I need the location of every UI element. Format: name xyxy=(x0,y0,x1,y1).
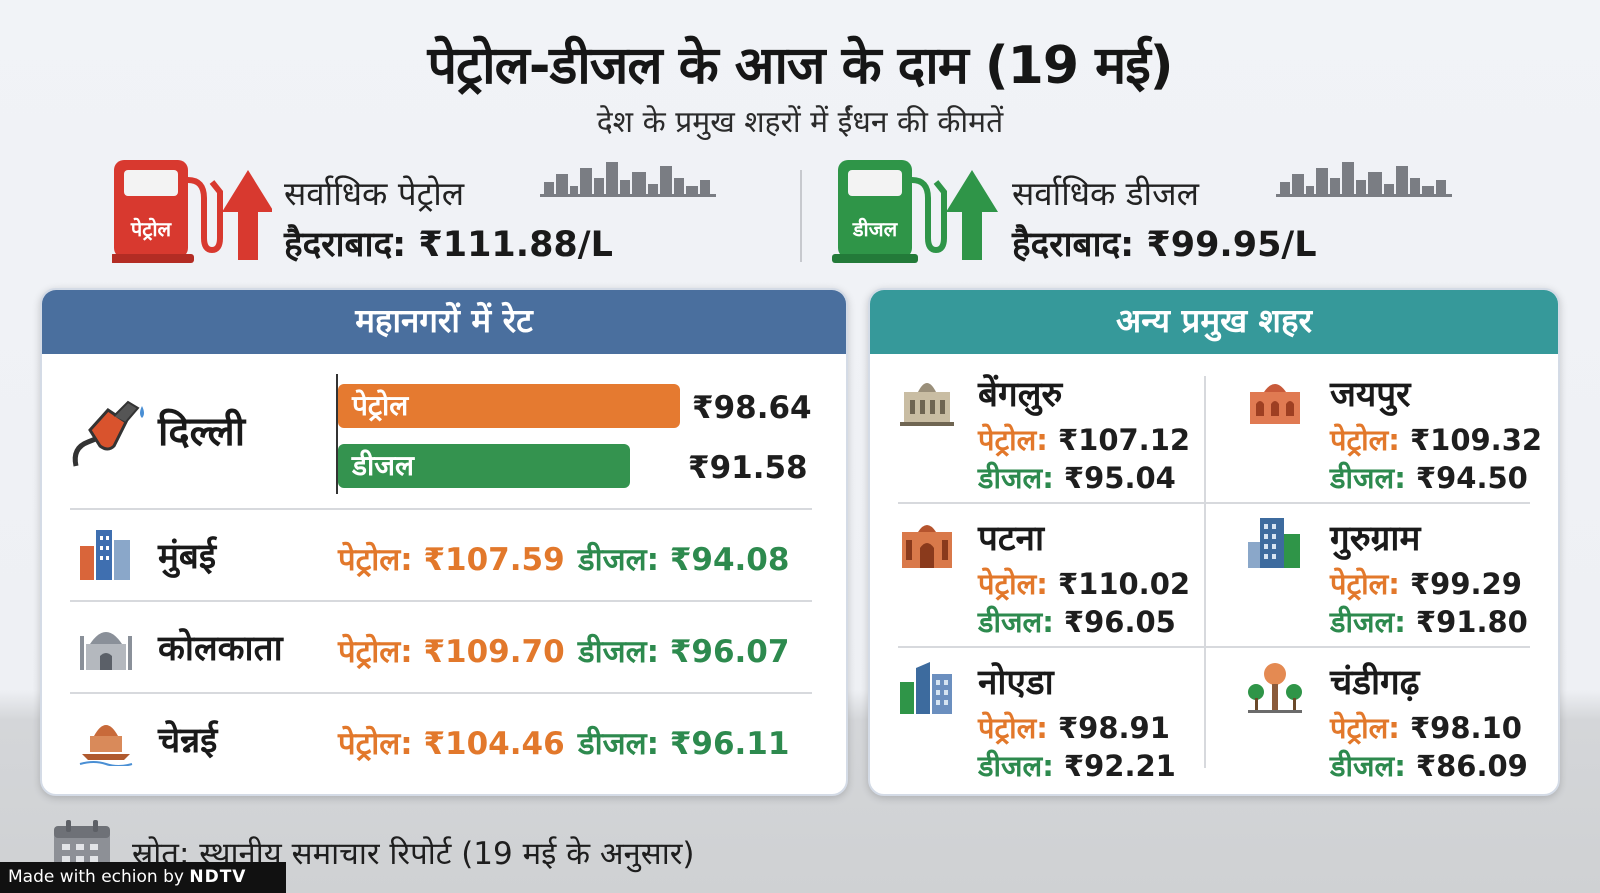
other-cities-heading: अन्य प्रमुख शहर xyxy=(870,290,1558,354)
diesel-pump-icon: डीजल xyxy=(832,160,998,263)
noida-diesel: डीजल: ₹92.21 xyxy=(978,749,1176,783)
highest-petrol-value: हैदराबाद: ₹111.88/L xyxy=(284,225,613,265)
city-chennai: चेन्नई xyxy=(158,721,218,761)
city-delhi: दिल्ली xyxy=(158,409,246,455)
highest-diesel-value: हैदराबाद: ₹99.95/L xyxy=(1012,225,1317,265)
bar-axis xyxy=(336,374,338,494)
bengaluru-diesel: डीजल: ₹95.04 xyxy=(978,461,1176,495)
gurugram-petrol: पेट्रोल: ₹99.29 xyxy=(1330,567,1522,601)
row-divider xyxy=(70,692,812,694)
delhi-diesel-bar: डीजल xyxy=(338,444,630,488)
arrow-up-icon xyxy=(222,170,272,260)
calendar-icon xyxy=(54,820,110,872)
tower-trees-icon xyxy=(1248,663,1302,713)
city-skyline-icon xyxy=(1276,162,1452,197)
bengaluru-petrol: पेट्रोल: ₹107.12 xyxy=(978,423,1191,457)
city-jaipur: जयपुर xyxy=(1330,375,1411,415)
palace-icon xyxy=(900,383,954,426)
city-gurugram: गुरुग्राम xyxy=(1330,519,1421,559)
city-bengaluru: बेंगलुरु xyxy=(978,375,1063,415)
temple-icon xyxy=(79,725,133,766)
gate-icon xyxy=(902,525,952,568)
buildings-icon xyxy=(80,530,130,580)
row-divider xyxy=(70,508,812,510)
noida-petrol: पेट्रोल: ₹98.91 xyxy=(978,711,1170,745)
mumbai-petrol: पेट्रोल: ₹107.59 xyxy=(338,542,565,578)
monument-icon xyxy=(80,632,132,670)
city-noida: नोएडा xyxy=(978,663,1054,703)
delhi-petrol-value: ₹98.64 xyxy=(692,390,812,426)
chennai-diesel: डीजल: ₹96.11 xyxy=(578,726,790,762)
skyscraper-icon xyxy=(900,662,952,714)
chandigarh-petrol: पेट्रोल: ₹98.10 xyxy=(1330,711,1522,745)
other-cities-panel: अन्य प्रमुख शहर xyxy=(868,288,1560,796)
office-tower-icon xyxy=(1248,518,1300,568)
made-with-badge[interactable]: Made with echion by NDTV xyxy=(0,862,286,893)
highlight-divider xyxy=(800,170,802,262)
diesel-pump-label: डीजल xyxy=(852,217,899,241)
kolkata-petrol: पेट्रोल: ₹109.70 xyxy=(338,634,565,670)
page-subtitle: देश के प्रमुख शहरों में ईंधन की कीमतें xyxy=(596,105,1004,140)
patna-petrol: पेट्रोल: ₹110.02 xyxy=(978,567,1191,601)
row-divider xyxy=(898,502,1530,504)
gurugram-diesel: डीजल: ₹91.80 xyxy=(1330,605,1528,639)
petrol-pump-label: पेट्रोल xyxy=(130,217,173,241)
chennai-petrol: पेट्रोल: ₹104.46 xyxy=(338,726,565,762)
row-divider xyxy=(70,600,812,602)
delhi-petrol-bar: पेट्रोल xyxy=(338,384,680,428)
city-chandigarh: चंडीगढ़ xyxy=(1330,663,1420,703)
jaipur-diesel: डीजल: ₹94.50 xyxy=(1330,461,1528,495)
city-kolkata: कोलकाता xyxy=(158,629,283,669)
fort-icon xyxy=(1250,384,1300,424)
page-title: पेट्रोल-डीजल के आज के दाम (19 मई) xyxy=(427,36,1173,96)
city-patna: पटना xyxy=(978,519,1045,559)
row-divider xyxy=(898,646,1530,648)
highest-petrol-label: सर्वाधिक पेट्रोल xyxy=(284,174,465,213)
patna-diesel: डीजल: ₹96.05 xyxy=(978,605,1176,639)
jaipur-petrol: पेट्रोल: ₹109.32 xyxy=(1330,423,1543,457)
column-divider xyxy=(1204,376,1206,768)
kolkata-diesel: डीजल: ₹96.07 xyxy=(578,634,790,670)
highest-diesel-label: सर्वाधिक डीजल xyxy=(1012,174,1199,213)
chandigarh-diesel: डीजल: ₹86.09 xyxy=(1330,749,1528,783)
petrol-pump-icon: पेट्रोल xyxy=(112,160,272,263)
metro-rates-panel: महानगरों में रेट xyxy=(40,288,848,796)
city-mumbai: मुंबई xyxy=(158,537,217,577)
arrow-up-icon xyxy=(946,170,998,260)
delhi-diesel-value: ₹91.58 xyxy=(688,450,808,486)
metro-rates-heading: महानगरों में रेट xyxy=(42,290,846,354)
fuel-nozzle-icon xyxy=(72,400,144,467)
city-skyline-icon xyxy=(540,162,716,197)
mumbai-diesel: डीजल: ₹94.08 xyxy=(578,542,790,578)
